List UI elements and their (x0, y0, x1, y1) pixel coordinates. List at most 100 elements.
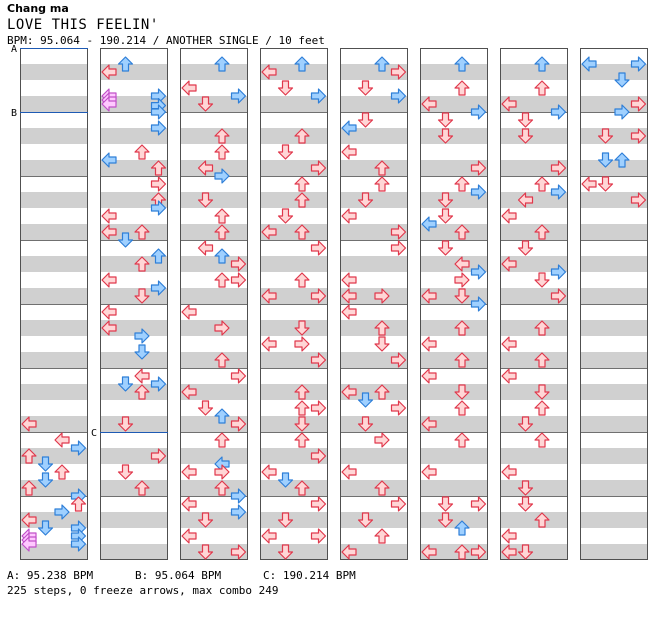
beat-stripe (420, 448, 488, 464)
arrow-up-icon (150, 160, 167, 176)
beat-stripe (260, 384, 328, 400)
arrow-right-icon (630, 96, 647, 112)
arrow-left-icon (181, 384, 197, 400)
arrow-up-icon (534, 432, 550, 448)
beat-stripe (500, 544, 568, 560)
arrow-left-icon (197, 240, 214, 256)
arrow-right-icon (630, 128, 647, 144)
beat-stripe (420, 384, 488, 400)
beat-stripe (420, 128, 488, 144)
beat-stripe (180, 160, 248, 176)
arrow-left-icon (261, 288, 277, 304)
arrow-up-icon (117, 56, 134, 72)
arrow-down-icon (197, 96, 214, 112)
beat-stripe (100, 64, 168, 80)
beat-stripe (500, 64, 568, 80)
beat-stripe (20, 288, 88, 304)
beat-stripe (500, 512, 568, 528)
arrow-left-icon (101, 304, 117, 320)
arrow-down-icon (197, 192, 214, 208)
arrow-down-icon (117, 416, 134, 432)
arrow-down-icon (37, 456, 54, 472)
column-border (340, 48, 408, 560)
beat-stripe (180, 224, 248, 240)
beat-stripe (500, 224, 568, 240)
arrow-up-icon (214, 480, 230, 496)
beat-stripe (580, 96, 648, 112)
arrow-up-icon (534, 320, 550, 336)
arrow-down-icon (37, 472, 54, 488)
arrow-down-icon (517, 480, 534, 496)
arrow-right-icon (390, 64, 407, 80)
arrow-down-icon (37, 520, 54, 536)
arrow-left-icon (341, 304, 357, 320)
arrow-left-icon (261, 464, 277, 480)
arrow-down-icon (437, 240, 454, 256)
arrow-right-icon (214, 320, 230, 336)
arrow-right-icon (390, 352, 407, 368)
beat-stripe (580, 480, 648, 496)
beat-stripe (340, 192, 408, 208)
column-border (180, 48, 248, 560)
arrow-down-icon (437, 192, 454, 208)
arrow-down-icon (294, 416, 310, 432)
beat-stripe (500, 256, 568, 272)
arrow-down-icon (597, 152, 614, 168)
arrow-right-icon (70, 440, 87, 456)
arrow-right-icon (310, 160, 327, 176)
beat-stripe (500, 480, 568, 496)
step-stats: 225 steps, 0 freeze arrows, max combo 24… (7, 584, 279, 597)
arrow-up-icon (214, 408, 230, 424)
beat-stripe (100, 224, 168, 240)
arrow-down-icon (197, 400, 214, 416)
beat-stripe (580, 544, 648, 560)
beat-stripe (580, 384, 648, 400)
arrow-right-icon (470, 160, 487, 176)
arrow-right-icon (630, 192, 647, 208)
arrow-left-icon (261, 224, 277, 240)
arrow-up-icon (214, 56, 230, 72)
arrow-left-icon (421, 336, 437, 352)
beat-stripe (340, 224, 408, 240)
beat-stripe (260, 256, 328, 272)
arrow-up-icon (134, 256, 150, 272)
arrow-up-icon (294, 400, 310, 416)
arrow-right-icon (214, 168, 230, 184)
arrow-right-icon (390, 224, 407, 240)
beat-stripe (100, 544, 168, 560)
arrow-right-icon (230, 256, 247, 272)
arrow-down-icon (534, 384, 550, 400)
arrow-left-icon (454, 256, 470, 272)
arrow-left-icon (421, 216, 437, 232)
beat-stripe (500, 96, 568, 112)
arrow-down-icon (517, 128, 534, 144)
beat-stripe (580, 448, 648, 464)
beat-stripe (180, 256, 248, 272)
beat-stripe (180, 96, 248, 112)
arrow-up-icon (454, 520, 470, 536)
arrow-up-icon (454, 56, 470, 72)
arrow-up-icon (374, 176, 390, 192)
arrow-up-icon (374, 480, 390, 496)
beat-stripe (100, 288, 168, 304)
arrow-left-icon (341, 544, 357, 560)
arrow-right-icon (374, 288, 390, 304)
beat-stripe (20, 192, 88, 208)
arrow-left-icon (421, 288, 437, 304)
bpm-marker-label: A (11, 44, 17, 55)
column-border (500, 48, 568, 560)
arrow-up-icon (134, 224, 150, 240)
beat-stripe (340, 128, 408, 144)
arrow-right-icon (374, 432, 390, 448)
beat-stripe (180, 448, 248, 464)
arrow-left-icon (54, 432, 70, 448)
beat-stripe (580, 512, 648, 528)
arrow-left-icon (341, 144, 357, 160)
arrow-up-icon (294, 432, 310, 448)
arrow-left-icon (101, 96, 117, 112)
arrow-down-icon (614, 72, 630, 88)
arrow-right-icon (470, 496, 487, 512)
arrow-left-icon (501, 336, 517, 352)
beat-stripe (580, 288, 648, 304)
beat-stripe (260, 192, 328, 208)
